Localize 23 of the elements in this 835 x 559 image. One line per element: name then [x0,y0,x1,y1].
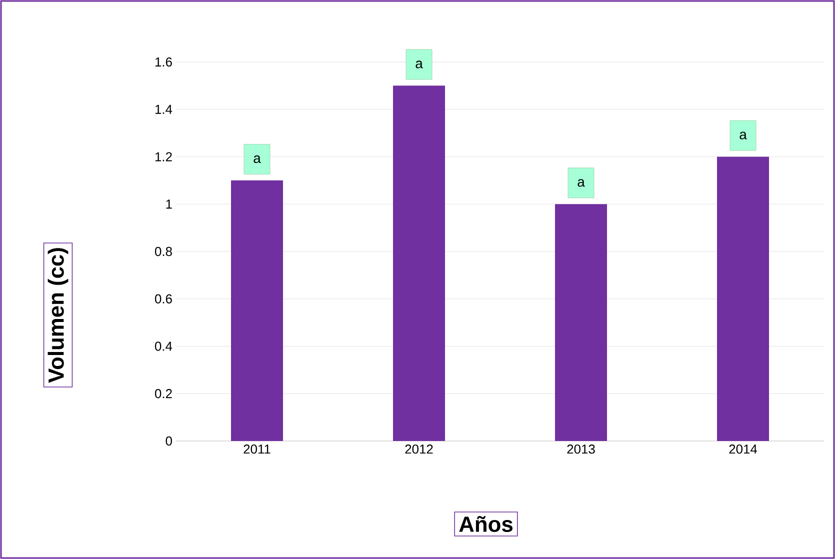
y-tick-label: 1.6 [155,57,172,67]
y-tick-label: 0 [166,436,172,446]
y-tick-label: 0.8 [154,246,172,256]
y-tick-label: 0.4 [154,342,172,351]
bar [231,180,284,441]
x-tick-label: 2011 [244,444,270,454]
annotation: a [416,60,423,68]
x-axis-title: Años [459,516,513,532]
annotation: a [578,179,585,187]
x-tick-label: 2014 [729,444,758,454]
y-tick-label: 1.4 [155,104,172,114]
y-tick-label: 1 [166,200,172,209]
annotation: a [740,132,747,140]
y-tick-label: 1.2 [155,152,172,162]
y-tick-label: 0.2 [154,389,172,398]
bar [555,204,608,441]
annotation: a [254,155,261,164]
x-tick-label: 2012 [405,444,433,454]
y-tick-label: 0.6 [154,294,172,304]
bar [393,86,446,441]
x-tick-label: 2013 [567,444,595,454]
y-axis-title: Volumen (cc) [48,248,68,383]
bar [717,156,770,441]
